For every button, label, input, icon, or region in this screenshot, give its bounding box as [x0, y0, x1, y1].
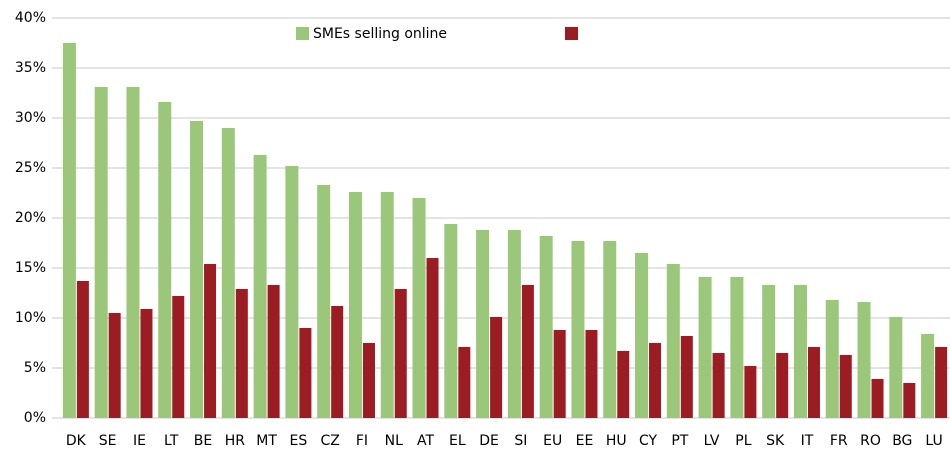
x-tick-label: IT — [801, 433, 814, 449]
bar — [776, 353, 789, 418]
x-tick-label: CY — [639, 433, 658, 449]
x-tick-label: LT — [164, 433, 179, 449]
bar — [172, 296, 185, 418]
bar — [331, 306, 344, 418]
bar — [617, 351, 630, 418]
x-tick-label: CZ — [320, 433, 339, 449]
bar — [476, 230, 490, 418]
bar — [871, 379, 884, 418]
x-tick-label: LV — [704, 433, 720, 449]
bar — [921, 334, 935, 418]
legend-swatch — [296, 27, 309, 40]
bar — [680, 336, 693, 418]
x-tick-label: EL — [449, 433, 466, 449]
y-tick-label: 15% — [15, 260, 46, 276]
x-tick-label: DK — [66, 433, 87, 449]
bar — [635, 253, 649, 418]
x-tick-label: AT — [417, 433, 434, 449]
y-tick-label: 30% — [15, 110, 46, 126]
bar — [698, 277, 712, 418]
y-tick-label: 10% — [15, 310, 46, 326]
bar — [649, 343, 662, 418]
bar — [426, 258, 439, 418]
bar — [317, 185, 331, 418]
x-tick-label: IE — [133, 433, 146, 449]
x-tick-label: DE — [479, 433, 499, 449]
bar — [603, 241, 617, 418]
x-tick-label: RO — [860, 433, 881, 449]
bar — [285, 166, 299, 418]
bar — [380, 192, 394, 418]
x-tick-label: EU — [543, 433, 562, 449]
x-tick-label: MT — [256, 433, 277, 449]
x-tick-label: EE — [576, 433, 594, 449]
bar — [253, 155, 267, 418]
bar — [825, 300, 839, 418]
x-tick-label: LU — [925, 433, 942, 449]
bar — [108, 313, 121, 418]
x-tick-label: ES — [290, 433, 308, 449]
bar — [444, 224, 458, 418]
bar — [857, 302, 871, 418]
bar — [712, 353, 725, 418]
bar — [553, 330, 566, 418]
bar — [394, 289, 407, 418]
x-tick-label: FI — [356, 433, 368, 449]
bar — [507, 230, 521, 418]
bar — [571, 241, 585, 418]
bar — [140, 309, 153, 418]
bar — [362, 343, 375, 418]
bar — [348, 192, 362, 418]
bar — [744, 366, 757, 418]
bar — [458, 347, 471, 418]
bar — [539, 236, 553, 418]
x-tick-label: FR — [830, 433, 848, 449]
bar — [267, 285, 280, 418]
bar — [94, 87, 108, 418]
bar — [793, 285, 807, 418]
bar — [490, 317, 503, 418]
bar — [299, 328, 312, 418]
bar — [76, 281, 89, 418]
bar — [126, 87, 140, 418]
bar — [762, 285, 776, 418]
bar — [204, 264, 217, 418]
x-tick-label: NL — [385, 433, 403, 449]
bar — [235, 289, 248, 418]
x-tick-label: BE — [194, 433, 212, 449]
x-tick-label: PT — [671, 433, 688, 449]
bar — [935, 347, 948, 418]
bar — [730, 277, 744, 418]
x-tick-label: PL — [735, 433, 751, 449]
x-tick-label: SI — [514, 433, 527, 449]
x-tick-label: SK — [766, 433, 785, 449]
y-tick-label: 25% — [15, 160, 46, 176]
bar — [521, 285, 534, 418]
bar — [666, 264, 680, 418]
bar — [889, 317, 903, 418]
y-tick-label: 35% — [15, 60, 46, 76]
bar — [807, 347, 820, 418]
bar — [412, 198, 426, 418]
bar — [62, 43, 76, 418]
bar — [158, 102, 172, 418]
legend-label: SMEs selling online — [313, 26, 447, 42]
y-tick-label: 20% — [15, 210, 46, 226]
legend-swatch — [565, 27, 578, 40]
x-tick-label: HR — [225, 433, 246, 449]
bar — [585, 330, 598, 418]
bar — [190, 121, 204, 418]
x-tick-label: HU — [606, 433, 627, 449]
bar — [839, 355, 852, 418]
y-tick-label: 40% — [15, 10, 46, 26]
y-tick-label: 0% — [24, 410, 46, 426]
y-tick-label: 5% — [24, 360, 46, 376]
x-tick-label: BG — [892, 433, 912, 449]
bar — [903, 383, 916, 418]
x-tick-label: SE — [99, 433, 117, 449]
bar — [221, 128, 235, 418]
